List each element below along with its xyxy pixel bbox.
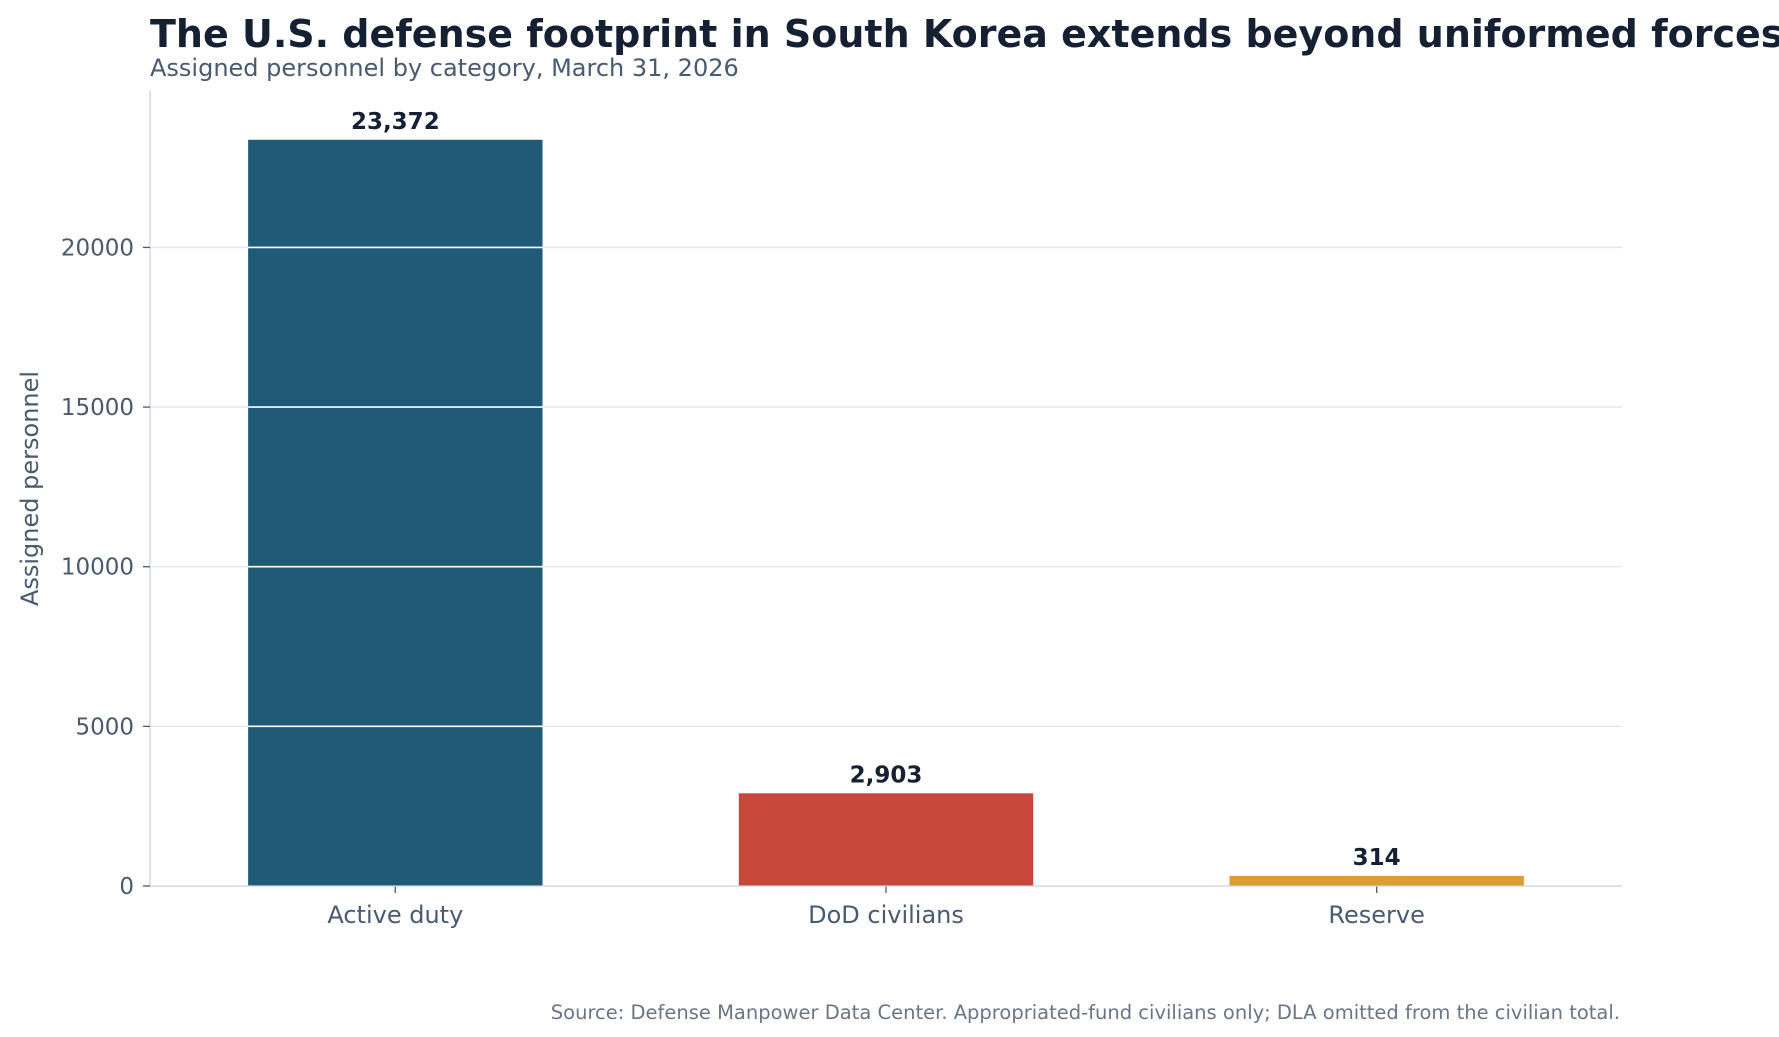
y-tick-label: 0 bbox=[119, 874, 134, 900]
bar-gridlines bbox=[248, 246, 543, 728]
x-tick-label: Active duty bbox=[327, 901, 463, 929]
value-label: 2,903 bbox=[850, 762, 923, 788]
axes bbox=[143, 91, 1622, 893]
y-tick-label: 20000 bbox=[61, 235, 134, 261]
y-axis-title: Assigned personnel bbox=[16, 371, 44, 606]
chart-title: The U.S. defense footprint in South Kore… bbox=[150, 12, 1779, 56]
y-tick-label: 10000 bbox=[61, 555, 134, 581]
bar-dod-civilians bbox=[738, 793, 1034, 886]
x-tick-label: Reserve bbox=[1328, 901, 1424, 929]
value-label: 23,372 bbox=[351, 109, 440, 135]
bar-reserve bbox=[1229, 875, 1524, 886]
bars bbox=[248, 139, 1524, 887]
x-tick-label: DoD civilians bbox=[808, 901, 964, 929]
y-tick-label: 5000 bbox=[75, 714, 134, 740]
bar-active-duty bbox=[248, 139, 543, 887]
chart-subtitle: Assigned personnel by category, March 31… bbox=[150, 54, 739, 82]
y-tick-label: 15000 bbox=[61, 395, 134, 421]
source-note: Source: Defense Manpower Data Center. Ap… bbox=[550, 1001, 1620, 1024]
value-label: 314 bbox=[1353, 845, 1401, 871]
labels: 23,372 Active duty 2,903 DoD civilians 314 Re… bbox=[16, 109, 1425, 929]
